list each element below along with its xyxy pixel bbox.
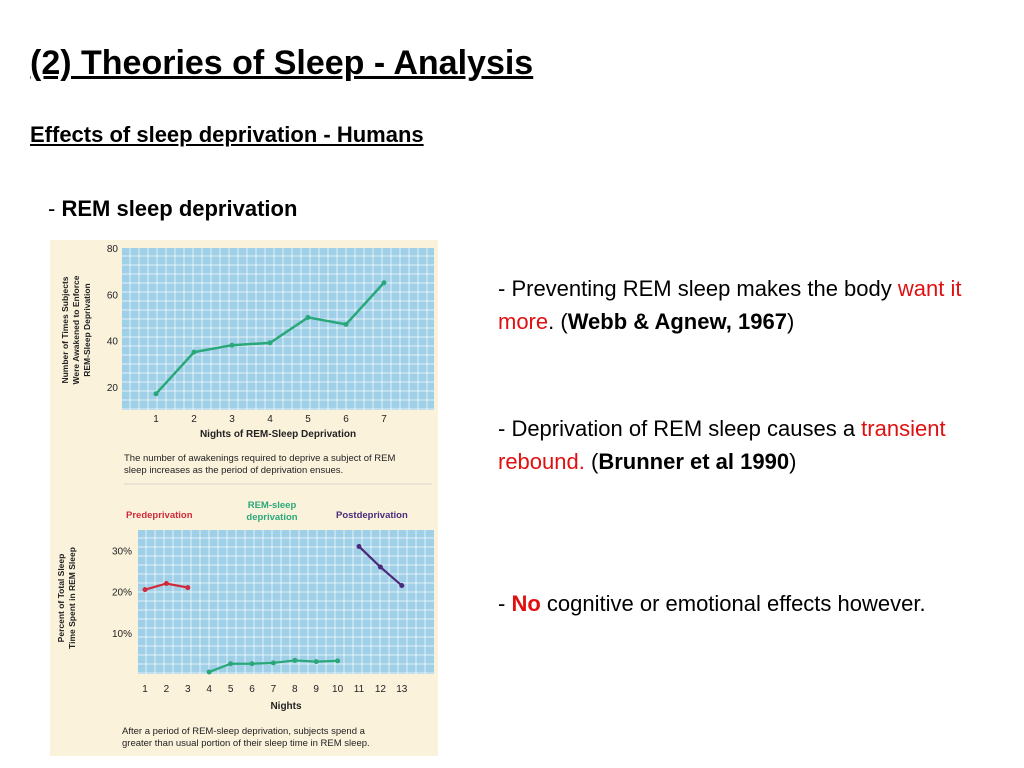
chart2-series-1-point (228, 661, 234, 667)
chart1-point (267, 340, 273, 346)
heading-dash: - (48, 196, 62, 221)
chart2-xtick: 2 (164, 684, 170, 695)
heading-text: REM sleep deprivation (61, 196, 298, 221)
chart2-ytick: 10% (112, 629, 132, 640)
point-2-post: ) (789, 449, 797, 474)
chart1-ylabel-line-0: Number of Times Subjects (60, 276, 70, 383)
chart2-xtick: 5 (228, 684, 234, 695)
point-1-citation: Webb & Agnew, 1967 (567, 309, 787, 334)
chart2-xtick: 13 (396, 684, 408, 695)
point-1-mid: . ( (548, 309, 568, 334)
chart1-xtick: 1 (153, 414, 159, 425)
chart1-xtick: 2 (191, 414, 197, 425)
chart2-xlabel: Nights (270, 701, 302, 712)
chart1-xtick: 4 (267, 414, 273, 425)
chart2-legend-1-line-0: REM-sleep (248, 500, 297, 511)
chart2-series-1-point (335, 658, 341, 664)
chart2-xtick: 6 (249, 684, 255, 695)
textbook-figure: 20 40 60 80 1 2 3 4 5 6 7 Nights of REM-Sleep Depri… (50, 240, 438, 756)
chart2-caption-line-0: After a period of REM-sleep deprivation,… (122, 726, 366, 737)
chart2-ytick: 30% (112, 547, 132, 558)
point-1: - Preventing REM sleep makes the body wa… (498, 272, 968, 338)
chart2-xtick: 7 (271, 684, 277, 695)
chart1-caption-line-0: The number of awakenings required to dep… (124, 453, 396, 464)
point-2-red: transient rebound. (498, 416, 946, 474)
point-1-pre: - Preventing REM sleep makes the body (498, 276, 898, 301)
chart1-xtick: 6 (343, 414, 349, 425)
chart2-series-0-point (142, 587, 148, 593)
chart2-xtick: 11 (354, 684, 365, 695)
chart1-xtick: 3 (229, 414, 235, 425)
chart1-point (191, 349, 197, 355)
chart1-xtick: 7 (381, 414, 387, 425)
point-2-citation: Brunner et al 1990 (598, 449, 790, 474)
chart2-xtick: 9 (313, 684, 319, 695)
chart2-xtick: 12 (375, 684, 387, 695)
chart2-series-1-point (249, 661, 255, 667)
chart1-point (153, 391, 159, 397)
chart1-ylabel-line-1: Were Awakened to Enforce (71, 275, 81, 384)
chart2-series-1-point (292, 657, 298, 663)
chart1-ytick: 60 (107, 290, 119, 301)
chart2-xtick: 1 (142, 684, 148, 695)
chart2-series-2-point (377, 564, 383, 570)
chart1-xtick: 5 (305, 414, 311, 425)
chart1-point (381, 280, 387, 286)
chart1-point (305, 314, 311, 320)
chart2-series-1-point (313, 659, 319, 665)
chart2-series-0-point (185, 585, 191, 591)
point-3: - No cognitive or emotional effects howe… (498, 587, 968, 620)
point-1-red: want it more (498, 276, 962, 334)
chart1-ytick: 20 (107, 383, 119, 394)
point-2: - Deprivation of REM sleep causes a tran… (498, 412, 968, 478)
chart2-ylabel-line-1: Time Spent in REM Sleep (67, 547, 77, 649)
chart1-point (343, 321, 349, 327)
chart1-plot-area (122, 248, 434, 410)
point-3-post: cognitive or emotional effects however. (540, 591, 926, 616)
slide-title: (2) Theories of Sleep - Analysis (30, 44, 534, 82)
chart2-ylabel-line-0: Percent of Total Sleep (56, 554, 66, 643)
chart1-ytick: 40 (107, 337, 119, 348)
point-3-red: No (511, 591, 541, 616)
chart2-series-2-point (399, 583, 405, 589)
chart2-series-0-point (163, 580, 169, 586)
chart2-xtick: 4 (206, 684, 212, 695)
chart2-legend-0: Predeprivation (126, 510, 193, 521)
chart2-caption-line-1: greater than usual portion of their slee… (122, 738, 370, 749)
chart1-ylabel-line-2: REM-Sleep Deprivation (82, 283, 92, 377)
chart2-plot-area (138, 530, 434, 674)
point-3-pre: - (498, 591, 512, 616)
chart2-series-2-point (356, 543, 362, 549)
chart1-caption-line-1: sleep increases as the period of depriva… (124, 465, 343, 476)
point-2-mid: ( (584, 449, 599, 474)
chart1-xlabel: Nights of REM-Sleep Deprivation (200, 429, 356, 440)
chart2-series-1-point (206, 669, 212, 675)
point-2-pre: - Deprivation of REM sleep causes a (498, 416, 862, 441)
section-heading: - REM sleep deprivation (48, 196, 297, 222)
chart1-ytick: 80 (107, 244, 119, 255)
slide-subtitle: Effects of sleep deprivation - Humans (30, 122, 424, 147)
chart2-legend-1-line-1: deprivation (246, 512, 297, 523)
chart2-xtick: 8 (292, 684, 298, 695)
chart2-ytick: 20% (112, 588, 132, 599)
chart1-point (229, 342, 235, 348)
chart2-series-1-point (270, 660, 276, 666)
chart2-legend-2: Postdeprivation (336, 510, 408, 521)
chart2-xtick: 3 (185, 684, 191, 695)
chart2-xtick: 10 (332, 684, 344, 695)
point-1-post: ) (786, 309, 795, 334)
